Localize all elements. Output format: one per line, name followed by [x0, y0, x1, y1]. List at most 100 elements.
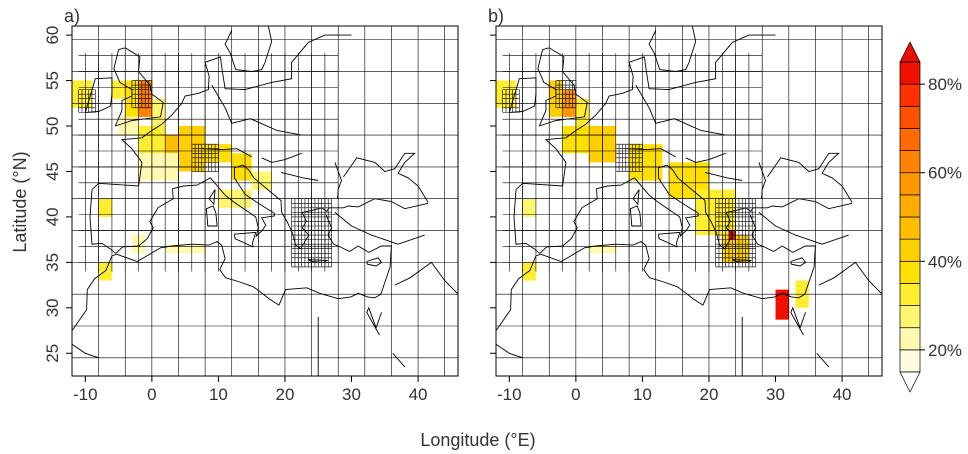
x-tick-label: -10 [73, 385, 98, 404]
coastline-path [113, 47, 164, 127]
coastline-path [91, 34, 352, 190]
x-tick-label: 20 [700, 385, 719, 404]
coastline-path [201, 148, 252, 158]
y-tick-label: 50 [43, 117, 62, 136]
coastline-path [264, 26, 273, 63]
coastline-path [688, 26, 697, 63]
colorbar: 20% 40% 60% 80% [899, 41, 962, 393]
coastline-path [732, 259, 753, 263]
colorbar-tick-label: 80% [928, 75, 962, 94]
coastline-path [343, 152, 429, 203]
coastline-path [334, 162, 342, 199]
x-tick-label: 0 [571, 385, 580, 404]
y-tick-label: 45 [43, 162, 62, 181]
heat-cell [118, 116, 139, 136]
panel-frame-b [495, 25, 883, 377]
x-tick-label: 0 [147, 385, 156, 404]
coastline-path [648, 30, 690, 72]
map-panel-b: -10 0 10 20 30 40 b) [488, 6, 883, 404]
grid-mesh-b [496, 26, 882, 376]
panel-label-a: a) [64, 6, 80, 26]
x-axis-title: Longitude (°E) [420, 430, 535, 450]
colorbar-segment [899, 349, 921, 373]
coastline-path [250, 118, 302, 136]
coastline-path [211, 84, 251, 124]
coastline-path [685, 152, 726, 163]
heat-cell [98, 198, 112, 217]
colorbar-segment [899, 150, 921, 174]
coastline-path [89, 164, 429, 254]
heat-cell [522, 198, 536, 217]
colorbar-tick-label: 60% [928, 164, 962, 183]
y-tick-label: 30 [43, 298, 62, 317]
colorbar-segment [899, 283, 921, 306]
y-axis-b [490, 34, 496, 354]
coastline-path [635, 84, 675, 124]
coastline-path [394, 261, 458, 295]
colorbar-segment [899, 260, 921, 284]
colorbar-segment [899, 238, 921, 262]
colorbar-segment [899, 105, 921, 129]
heat-cell [251, 171, 272, 190]
y-tick-label: 35 [43, 253, 62, 272]
coastline-path [366, 306, 382, 336]
coastline-path [208, 189, 216, 206]
x-tick-label: 10 [209, 385, 228, 404]
coastline-path [308, 259, 329, 263]
colorbar-segment [899, 61, 921, 85]
colorbar-segment [899, 172, 921, 196]
x-tick-label: 40 [409, 385, 428, 404]
colorbar-segment [899, 305, 921, 329]
coastline-path [515, 34, 776, 190]
colorbar-segment [899, 128, 921, 151]
coastline-path [818, 261, 882, 295]
coastline-b [496, 26, 882, 376]
coastline-path [758, 212, 849, 245]
coastline-path [224, 30, 266, 72]
colorbar-under-arrow [899, 371, 921, 393]
coastline-path [537, 47, 588, 127]
coastline-path [513, 164, 853, 254]
coastline-path [366, 257, 383, 267]
colorbar-over-arrow [899, 41, 921, 63]
y-tick-label: 40 [43, 207, 62, 226]
coastline-path [496, 343, 523, 359]
y-tick-label: 60 [43, 26, 62, 45]
y-axis-a: 25 30 35 40 45 50 55 60 [43, 26, 72, 363]
coastline-path [261, 152, 302, 163]
coastline-path [280, 171, 319, 181]
coastline-path [816, 353, 830, 368]
coastline-path [790, 257, 807, 267]
colorbar-segment [899, 216, 921, 240]
panel-label-b: b) [488, 6, 504, 26]
colorbar-tick-label: 20% [928, 341, 962, 360]
coastline-path [657, 231, 681, 248]
coastline-path [233, 231, 257, 248]
y-axis-title: Latitude (°N) [10, 151, 30, 252]
y-tick-label: 25 [43, 344, 62, 363]
coastline-path [790, 306, 806, 336]
x-tick-label: 20 [276, 385, 295, 404]
coastline-path [496, 214, 816, 331]
colorbar-tick-label: 40% [928, 252, 962, 271]
coastline-path [625, 148, 676, 158]
coastline-a [72, 26, 458, 376]
coastline-path [84, 77, 113, 113]
heat-cell [165, 135, 179, 154]
x-axis-b: -10 0 10 20 30 40 [497, 376, 852, 404]
grid-mesh-a [72, 26, 458, 376]
x-tick-label: -10 [497, 385, 522, 404]
x-tick-label: 10 [633, 385, 652, 404]
coastline-path [629, 205, 642, 227]
panel-frame-a [71, 25, 459, 377]
coastline-path [508, 77, 537, 113]
map-panel-a: -10 0 10 20 30 40 25 30 35 40 45 50 55 60 a) [43, 6, 459, 404]
heat-cell [111, 80, 126, 99]
heat-cells-a [72, 80, 272, 281]
heat-cell [165, 244, 206, 254]
colorbar-segment [899, 194, 921, 218]
coastline-path [632, 189, 640, 206]
heat-cell [775, 289, 789, 320]
y-tick-label: 55 [43, 71, 62, 90]
